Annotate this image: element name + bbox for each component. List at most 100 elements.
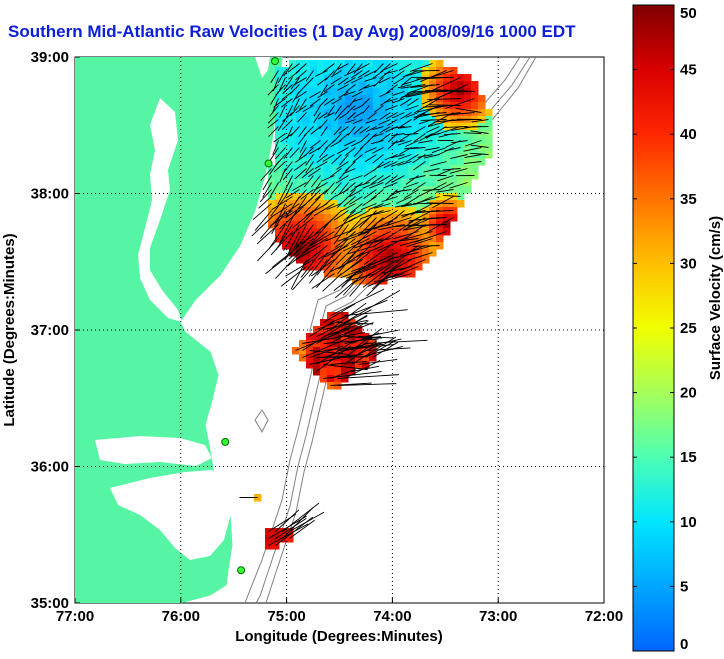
velocity-cell (317, 116, 325, 124)
velocity-cell (394, 186, 402, 194)
velocity-cell (324, 165, 332, 173)
velocity-cell (443, 165, 451, 173)
velocity-cell (415, 186, 423, 194)
velocity-cell (471, 151, 479, 159)
velocity-vector (341, 245, 363, 266)
velocity-vector (292, 245, 321, 262)
velocity-cell (387, 249, 395, 257)
velocity-cell (324, 151, 332, 159)
velocity-vector (362, 266, 391, 288)
velocity-vector (373, 105, 384, 113)
velocity-vector (369, 182, 384, 189)
velocity-cell (443, 130, 451, 138)
velocity-cell (443, 172, 451, 180)
velocity-cell (408, 207, 416, 215)
velocity-vector (344, 341, 369, 358)
velocity-cell (422, 214, 430, 222)
velocity-cell (443, 88, 451, 96)
velocity-cell (450, 179, 458, 187)
velocity-vector (352, 98, 363, 103)
x-axis-ticks: 77:00 76:00 75:00 74:00 73:00 72:00 (56, 598, 623, 625)
velocity-vector (358, 217, 377, 237)
velocity-vector (345, 266, 377, 279)
velocity-cell (408, 102, 416, 110)
velocity-vector (314, 161, 328, 170)
velocity-cell (450, 144, 458, 152)
velocity-cell (401, 81, 409, 89)
velocity-vector (364, 84, 377, 89)
velocity-vector (330, 77, 342, 85)
velocity-cell (352, 74, 360, 82)
velocity-cell (429, 109, 437, 117)
velocity-vector (357, 259, 391, 274)
velocity-cell (331, 172, 339, 180)
velocity-cell (282, 242, 290, 250)
velocity-cell (338, 67, 346, 75)
velocity-vector (422, 189, 440, 191)
velocity-vector (377, 224, 405, 231)
velocity-cell (408, 249, 416, 257)
velocity-cell (387, 179, 395, 187)
velocity-vector (463, 132, 482, 134)
velocity-vector (416, 196, 440, 204)
velocity-cell (373, 221, 381, 229)
velocity-cell (443, 228, 451, 236)
velocity-cell (443, 221, 451, 229)
velocity-vector (370, 189, 384, 201)
velocity-vector (270, 231, 293, 256)
velocity-vector (335, 245, 356, 266)
velocity-vector (378, 119, 391, 125)
velocity-cell (331, 74, 339, 82)
velocity-cell (324, 242, 332, 250)
velocity-vector (376, 210, 398, 224)
velocity-vector (350, 182, 363, 193)
velocity-vector (317, 245, 342, 260)
velocity-cell (366, 95, 374, 103)
velocity-vector (374, 203, 391, 209)
velocity-cell (394, 123, 402, 131)
velocity-vector (347, 210, 363, 219)
velocity-vector (303, 126, 314, 137)
velocity-vector (413, 133, 426, 143)
velocity-vector (288, 238, 314, 260)
x-axis-label: Longitude (Degrees:Minutes) (235, 628, 443, 645)
velocity-cell (331, 207, 339, 215)
velocity-cell (457, 179, 465, 187)
velocity-cell (464, 102, 472, 110)
velocity-cell (289, 81, 297, 89)
velocity-vector (399, 98, 412, 106)
velocity-vector (344, 309, 408, 316)
land-mass (75, 57, 283, 603)
velocity-cell (457, 74, 465, 82)
velocity-vector (463, 161, 482, 165)
velocity-cell (338, 186, 346, 194)
velocity-cell (457, 158, 465, 166)
velocity-vector (356, 63, 370, 71)
grid-lines (75, 57, 604, 603)
velocity-vector (425, 217, 454, 234)
velocity-vector (353, 63, 363, 74)
velocity-vector (322, 154, 335, 162)
velocity-vector (354, 182, 370, 188)
velocity-cell (317, 165, 325, 173)
velocity-vector (265, 252, 293, 275)
velocity-vector (293, 98, 300, 111)
velocity-vector (275, 516, 314, 546)
velocity-vector (295, 70, 307, 81)
velocity-cell (324, 109, 332, 117)
velocity-vector (374, 273, 405, 283)
velocity-cell (345, 109, 353, 117)
velocity-vector (363, 231, 391, 245)
velocity-cell (429, 235, 437, 243)
velocity-cell (373, 165, 381, 173)
velocity-cell (429, 81, 437, 89)
velocity-vector (437, 182, 454, 191)
velocity-cell (415, 179, 423, 187)
velocity-cell (359, 158, 367, 166)
velocity-vector (298, 147, 307, 159)
velocity-vector (332, 63, 342, 75)
velocity-vector (344, 336, 383, 339)
velocity-vector (343, 91, 356, 96)
velocity-vector (323, 84, 335, 93)
